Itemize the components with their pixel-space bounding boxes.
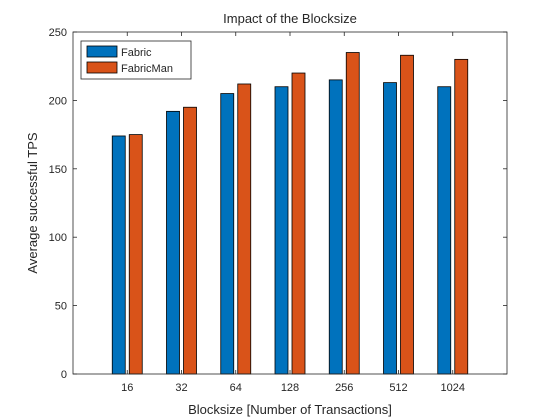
bar-fabric-16	[111, 135, 126, 375]
x-tick-label: 64	[230, 382, 242, 394]
x-tick-label: 16	[121, 382, 133, 394]
chart-title: Impact of the Blocksize	[223, 11, 357, 26]
x-tick-label: 256	[335, 382, 353, 394]
bars-layer	[111, 52, 469, 375]
y-tick-label: 200	[49, 95, 67, 107]
y-tick-label: 50	[55, 301, 67, 313]
bar-fabric-128	[274, 86, 289, 375]
plot-area	[73, 32, 507, 374]
y-tick-label: 250	[49, 27, 67, 39]
bar-fabric-1024	[437, 86, 452, 375]
bar-fabricman-512	[400, 54, 414, 375]
legend-label-fabricman: FabricMan	[121, 63, 173, 75]
x-tick-label: 32	[175, 382, 187, 394]
legend-swatch-fabricman	[86, 61, 118, 74]
bar-fabricman-64	[237, 83, 252, 375]
bar-fabric-64	[220, 93, 235, 375]
y-tick-label: 0	[61, 369, 67, 381]
x-tick-label: 128	[281, 382, 299, 394]
bar-fabricman-16	[128, 134, 143, 375]
bar-fabric-256	[328, 79, 343, 375]
bar-fabricman-32	[183, 106, 197, 375]
bar-fabric-512	[383, 82, 397, 375]
bar-fabricman-1024	[454, 58, 469, 375]
legend-swatch-fabric	[86, 45, 118, 58]
legend-label-fabric: Fabric	[121, 47, 152, 59]
axes-layer: 0 50 100 150 200 250 16 32 64 128 256 512 1024	[49, 27, 508, 394]
y-axis-label: Average successful TPS	[25, 132, 40, 273]
bar-fabric-32	[166, 110, 180, 375]
y-tick-label: 150	[49, 164, 67, 176]
x-tick-label: 512	[389, 382, 407, 394]
bar-fabricman-256	[345, 52, 360, 375]
legend: Fabric FabricMan	[80, 40, 192, 80]
bar-fabricman-128	[291, 72, 306, 375]
y-tick-label: 100	[49, 232, 67, 244]
x-tick-label: 1024	[441, 382, 465, 394]
x-axis-label: Blocksize [Number of Transactions]	[188, 402, 392, 417]
